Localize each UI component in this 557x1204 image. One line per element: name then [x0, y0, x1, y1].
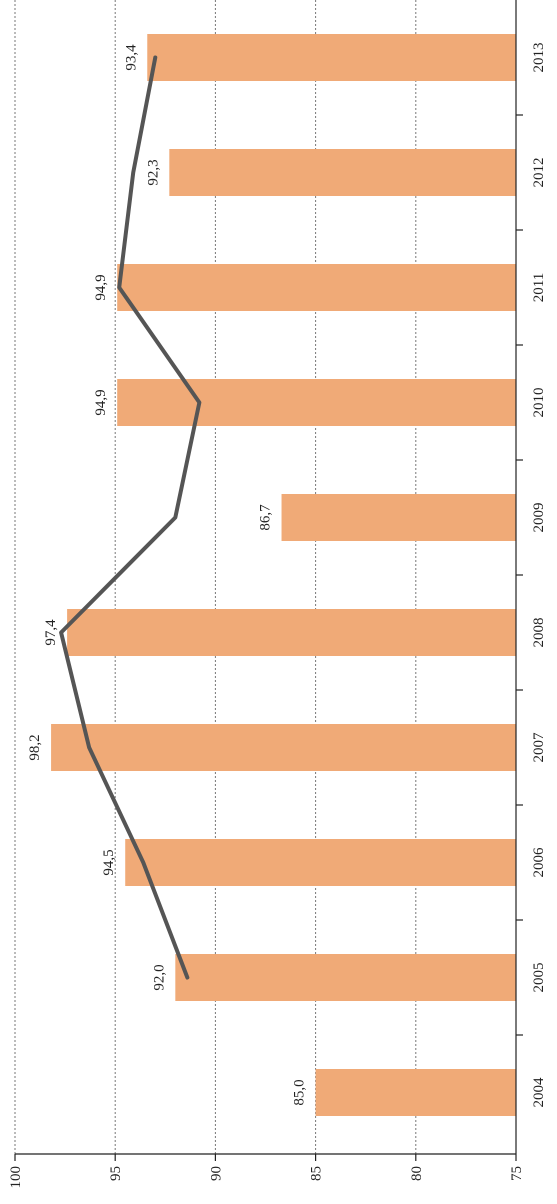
category-label-2007: 2007	[531, 732, 547, 763]
data-label-2008: 97,4	[43, 619, 59, 646]
bar-2006	[125, 839, 516, 886]
bar-2013	[147, 34, 516, 81]
data-label-2011: 94,9	[93, 274, 109, 300]
bar-2009	[282, 494, 516, 541]
bar-2004	[316, 1069, 516, 1116]
data-label-2009: 86,7	[258, 504, 274, 531]
data-label-2006: 94,5	[101, 849, 117, 875]
category-label-2008: 2008	[531, 618, 547, 648]
category-label-2009: 2009	[531, 503, 547, 533]
bar-2010	[117, 379, 516, 426]
bar-2008	[67, 609, 516, 656]
value-tick-label-90: 90	[208, 1166, 224, 1181]
category-label-2013: 2013	[531, 43, 547, 73]
bar-2007	[51, 724, 516, 771]
bar-2005	[175, 954, 516, 1001]
category-label-2010: 2010	[531, 388, 547, 418]
category-label-2012: 2012	[531, 158, 547, 188]
data-label-2005: 92,0	[151, 964, 167, 990]
bar-2011	[117, 264, 516, 311]
value-tick-label-95: 95	[108, 1166, 124, 1181]
category-label-2006: 2006	[531, 847, 547, 878]
data-label-2007: 98,2	[27, 734, 43, 760]
data-label-2010: 94,9	[93, 389, 109, 415]
category-label-2011: 2011	[531, 273, 547, 302]
data-label-2013: 93,4	[123, 44, 139, 71]
data-label-2012: 92,3	[145, 159, 161, 185]
value-tick-label-75: 75	[509, 1166, 525, 1181]
bar-2012	[169, 149, 516, 196]
value-tick-label-80: 80	[409, 1166, 425, 1181]
value-tick-label-100: 100	[8, 1166, 24, 1189]
category-label-2005: 2005	[531, 963, 547, 993]
category-label-2004: 2004	[531, 1077, 547, 1108]
value-tick-label-85: 85	[309, 1166, 325, 1181]
data-label-2004: 85,0	[292, 1079, 308, 1105]
